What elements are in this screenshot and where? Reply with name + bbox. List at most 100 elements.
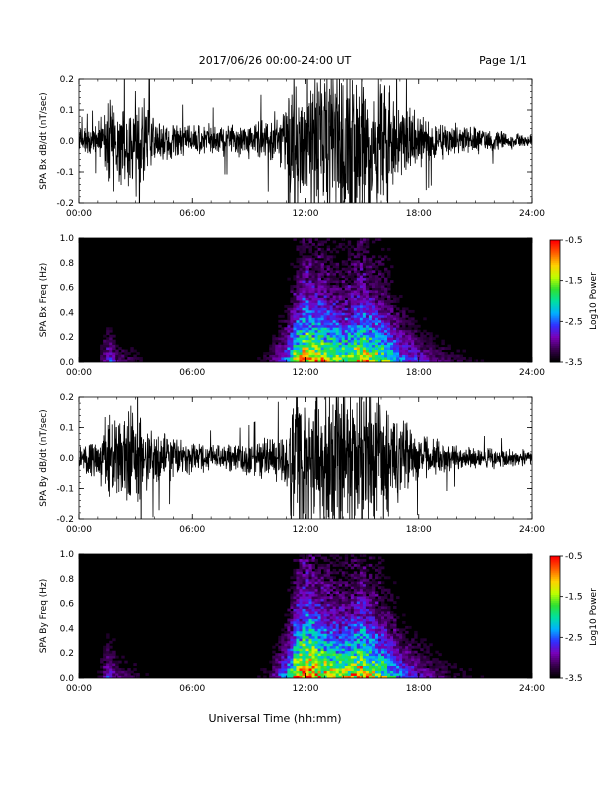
spectrogram-cell	[396, 628, 400, 632]
spectrogram-cell	[305, 304, 309, 308]
spectrogram-cell	[374, 635, 379, 639]
spectrogram-cell	[326, 337, 331, 341]
spectrogram-cell	[341, 314, 346, 318]
spectrogram-cell	[332, 285, 337, 288]
spectrogram-cell	[368, 270, 373, 274]
spectrogram-cell	[311, 309, 315, 313]
spectrogram-cell	[302, 342, 306, 346]
spectrogram-cell	[320, 309, 325, 313]
spectrogram-cell	[393, 635, 397, 639]
spectrogram-cell	[381, 354, 385, 358]
spectrogram-cell	[305, 359, 309, 362]
waveform-trace-3	[79, 397, 532, 519]
spectrogram-cell	[112, 342, 116, 346]
x-tick-label: 24:00	[519, 525, 545, 535]
spectrogram-cell	[329, 554, 334, 557]
spectrogram-cell	[341, 633, 346, 637]
spectrogram-cell	[299, 611, 303, 614]
spectrogram-cell	[350, 275, 355, 279]
spectrogram-cell	[335, 655, 340, 659]
spectrogram-cell	[314, 648, 318, 652]
spectrogram-cell	[368, 332, 373, 336]
spectrogram-cell	[399, 344, 403, 348]
spectrogram-cell	[341, 586, 346, 590]
spectrogram-cell	[426, 344, 430, 348]
spectrogram-cell	[293, 643, 297, 647]
spectrogram-cell	[308, 282, 312, 286]
spectrogram-cell	[377, 312, 382, 316]
spectrogram-cell	[353, 670, 358, 674]
spectrogram-cell	[305, 653, 309, 657]
spectrogram-cell	[417, 670, 421, 674]
spectrogram-cell	[374, 563, 379, 567]
spectrogram-cell	[353, 277, 358, 281]
spectrogram-cell	[308, 359, 312, 362]
spectrogram-cell	[347, 329, 352, 333]
spectrogram-cell	[269, 344, 273, 348]
spectrogram-cell	[314, 272, 318, 276]
spectrogram-cell	[109, 650, 113, 654]
spectrogram-cell	[109, 327, 113, 331]
spectrogram-cell	[305, 648, 309, 652]
spectrogram-cell	[106, 339, 110, 343]
spectrogram-cell	[390, 309, 394, 313]
spectrogram-cell	[320, 354, 325, 358]
spectrogram-cell	[281, 645, 285, 649]
spectrogram-cell	[281, 633, 285, 637]
spectrogram-cell	[317, 586, 321, 590]
spectrogram-cell	[344, 660, 349, 664]
spectrogram-cell	[305, 238, 309, 241]
spectrogram-cell	[302, 287, 306, 291]
spectrogram-cell	[296, 658, 300, 662]
spectrogram-cell	[384, 282, 388, 286]
spectrogram-cell	[302, 675, 306, 678]
spectrogram-cell	[374, 591, 379, 595]
spectrogram-cell	[341, 608, 346, 612]
spectrogram-cell	[359, 267, 364, 271]
spectrogram-cell	[311, 558, 315, 562]
spectrogram-cell	[314, 623, 318, 627]
spectrogram-cell	[302, 618, 306, 622]
spectrogram-cell	[347, 648, 352, 652]
spectrogram-cell	[308, 342, 312, 346]
spectrogram-cell	[302, 277, 306, 281]
spectrogram-cell	[396, 319, 400, 323]
spectrogram-cell	[290, 342, 294, 346]
spectrogram-cell	[335, 309, 340, 313]
spectrogram-cell	[356, 287, 361, 291]
spectrogram-cell	[335, 658, 340, 662]
colorbar-swatch	[550, 309, 560, 312]
spectrogram-cell	[323, 591, 328, 595]
spectrogram-cell	[299, 275, 303, 279]
spectrogram-cell	[335, 645, 340, 649]
spectrogram-cell	[314, 561, 318, 565]
spectrogram-cell	[329, 598, 334, 602]
spectrogram-cell	[359, 645, 364, 649]
spectrogram-cell	[387, 359, 391, 362]
spectrogram-cell	[402, 655, 406, 659]
spectrogram-cell	[377, 556, 382, 560]
spectrogram-cell	[296, 327, 300, 331]
colorbar-swatch	[550, 323, 560, 326]
spectrogram-cell	[374, 583, 379, 587]
spectrogram-cell	[311, 601, 315, 604]
spectrogram-cell	[290, 623, 294, 627]
spectrogram-cell	[390, 593, 394, 597]
spectrogram-cell	[387, 630, 391, 634]
spectrogram-cell	[347, 635, 352, 639]
spectrogram-cell	[381, 304, 385, 308]
spectrogram-cell	[329, 660, 334, 664]
spectrogram-cell	[387, 643, 391, 647]
spectrogram-cell	[314, 645, 318, 649]
spectrogram-cell	[365, 349, 370, 353]
spectrogram-cell	[320, 242, 325, 246]
spectrogram-cell	[384, 359, 388, 362]
spectrogram-cell	[338, 598, 343, 602]
spectrogram-cell	[371, 357, 376, 360]
spectrogram-cell	[381, 640, 385, 644]
spectrogram-cell	[335, 322, 340, 326]
spectrogram-cell	[302, 339, 306, 343]
spectrogram-cell	[314, 255, 318, 259]
spectrogram-cell	[365, 287, 370, 291]
spectrogram-cell	[302, 280, 306, 284]
